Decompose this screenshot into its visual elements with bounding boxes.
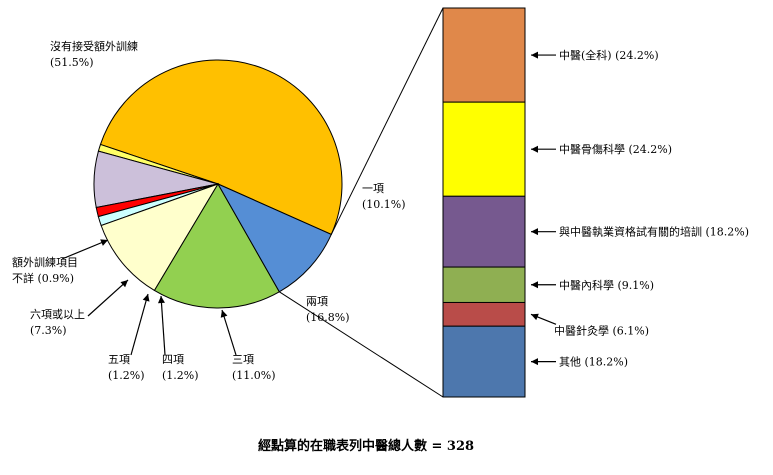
pie-label-6: 三項 (11.0%) — [232, 353, 276, 382]
pie-slice-7 — [153, 183, 281, 309]
pie-label-1: 沒有接受額外訓練 (51.5%) — [50, 39, 138, 69]
bar-label-3-arrow-arrowhead — [531, 228, 538, 236]
pie-label-3-line-2: (7.3%) — [30, 324, 67, 337]
pie-label-2: 額外訓練項目不詳 (0.9%) — [12, 255, 78, 285]
pie-label-4-arrow-line — [87, 279, 129, 317]
pie-label-8: 一項 (10.1%) — [362, 182, 406, 211]
pie-label-4-arrow-arrowhead — [120, 280, 128, 288]
pie-slice-8 — [216, 182, 332, 293]
bar-label-4: 中醫內科學 (9.1%) — [559, 278, 654, 292]
bar-label-1-arrow-arrowhead — [531, 51, 538, 59]
bar-segment-3 — [442, 195, 526, 268]
footnote: 經點算的在職表列中醫總人數 = 328 — [258, 438, 474, 454]
pie-label-5-arrow-arrowhead — [142, 294, 150, 302]
connector-bottom — [279, 291, 444, 398]
connector-lines — [279, 7, 444, 398]
pie-label-4-line-2: (1.2%) — [108, 369, 145, 382]
bar-label-2-arrow-arrowhead — [531, 145, 538, 153]
bar-label-4-arrow-arrowhead — [531, 281, 538, 289]
pie-label-4-line-1: 五項 — [108, 353, 130, 366]
bar-segment-2 — [442, 101, 526, 197]
bar-label-6: 其他 (18.2%) — [559, 356, 628, 369]
stacked-bar — [442, 7, 526, 398]
pie-slice-1 — [99, 59, 343, 236]
bar-segment-5 — [442, 301, 526, 327]
pie-label-7-line-2: (16.8%) — [306, 311, 350, 324]
pie-label-7-arrow-line — [221, 309, 237, 356]
pie-label-8-line-1: 一項 — [362, 182, 384, 195]
bar-label-5-arrow-arrowhead — [531, 313, 539, 321]
bar-label-1: 中醫(全科) (24.2%) — [559, 48, 659, 62]
pie-label-3: 六項或以上 (7.3%) — [30, 308, 85, 337]
pie-label-6-line-1: 三項 — [232, 353, 254, 366]
pie-label-2-line-1: 額外訓練項目 — [12, 255, 78, 269]
bar-segment-6 — [442, 325, 526, 398]
pie-label-6-line-2: (11.0%) — [232, 369, 276, 382]
slice-labels: 沒有接受額外訓練 (51.5%) 額外訓練項目不詳 (0.9%) 六項或以上 (7.3%… — [12, 39, 749, 382]
pie-label-2-arrow-arrowhead — [100, 239, 108, 246]
pie-label-5-line-1: 四項 — [162, 353, 184, 366]
pie-label-8-line-2: (10.1%) — [362, 198, 406, 211]
pie-label-5-line-2: (1.2%) — [162, 369, 199, 382]
pie-label-6-arrow-line — [160, 295, 166, 356]
pie-label-4: 五項 (1.2%) — [108, 353, 145, 382]
pie-label-2-arrow-line — [61, 239, 109, 260]
pie-label-7-arrow-arrowhead — [220, 310, 228, 318]
bar-segment-4 — [442, 266, 526, 303]
pie-label-2-line-2: 不詳 (0.9%) — [12, 271, 74, 285]
connector-top — [330, 7, 444, 235]
pie-chart — [93, 59, 343, 309]
pie-slice-6 — [100, 183, 220, 292]
pie-label-3-line-1: 六項或以上 — [30, 308, 85, 321]
pie-label-1-line-2: (51.5%) — [50, 56, 94, 69]
pie-label-6-arrow-arrowhead — [157, 296, 165, 304]
pie-label-1-line-1: 沒有接受額外訓練 — [50, 39, 138, 53]
pie-label-5: 四項 (1.2%) — [162, 353, 199, 382]
bar-label-5: 中醫針灸學 (6.1%) — [554, 323, 649, 337]
bar-label-3: 與中醫執業資格試有關的培訓 (18.2%) — [559, 225, 749, 239]
pie-label-7-line-1: 兩項 — [306, 295, 328, 308]
bar-label-6-arrow-arrowhead — [531, 358, 538, 366]
bar-label-2: 中醫骨傷科學 (24.2%) — [559, 142, 672, 156]
pie-label-5-arrow-line — [130, 293, 149, 356]
bar-segment-1 — [442, 7, 526, 103]
pie-label-7: 兩項 (16.8%) — [306, 295, 350, 324]
